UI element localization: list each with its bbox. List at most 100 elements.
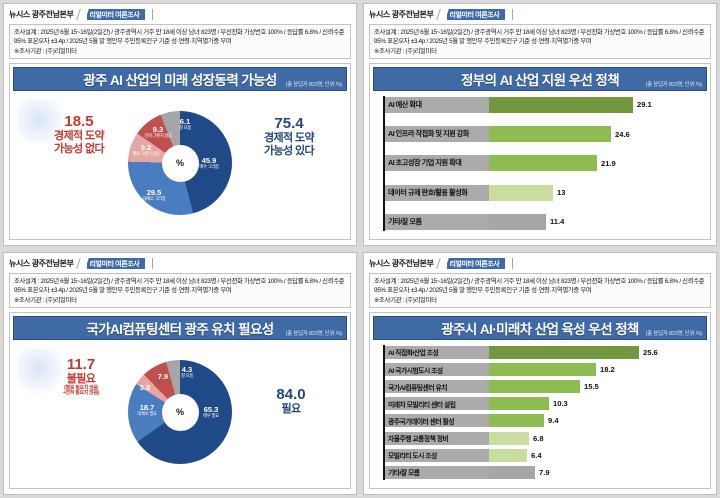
tab-label: 리얼미터 여론조사 [447,9,506,20]
bar-value: 10.3 [553,399,568,409]
bar-label: AI 직접화/산업 조성 [383,345,489,359]
bar-label: 미래차 모빌리티 센터 설립 [383,397,489,411]
survey-note-line-1: 조사설계 : 2025년 6월 15~16일(2일간) / 광주광역시 거주 만… [374,278,705,295]
segment-name: 잘 모름 [181,373,193,379]
bar-label: AI 초고성장 기업 지원 확대 [383,155,489,172]
bar-row: 기타/잘 모름 7.9 [383,465,701,479]
right-annotation-line1: 필요 [281,403,301,416]
bar-value: 11.4 [550,217,565,227]
chart-title: 정부의 AI 산업 지원 우선 정책 [460,72,620,88]
bar-value: 13 [557,188,566,198]
panel-top-right: 뉴시스 광주전남본부 리얼미터 여론조사 조사설계 : 2025년 6월 15~… [360,0,720,249]
value-axis-line [383,344,385,480]
chart-container: 정부의 AI 산업 지원 우선 정책 (총 응답자 823명, 단위 %) AI… [369,62,711,240]
bar-value: 18.2 [600,365,615,374]
donut-segment-label-3: 3.8 [133,384,157,392]
bar-row: 광주국가데이터 센터 활성 9.4 [383,414,701,428]
donut-segment-label-3: 9.2 별로 그렇지 않음 [129,144,163,156]
bar-label: 모빌리티 도시 조성 [383,448,489,462]
bar-label: 국가AI컴퓨팅센터 유치 [383,380,489,394]
chart-unit-note: (총 응답자 823명, 단위 %) [285,81,343,88]
bar-fill [489,363,596,376]
donut-center-label: % [161,393,199,431]
chart-plot-area: AI 직접화/산업 조성 25.6 AI 국가시범도시 조성 18.2 국가AI… [373,339,707,485]
donut-segment-label-5: 4.3 잘 모름 [174,366,200,378]
segment-name: 대체로 필요 [137,411,157,417]
bar-value: 7.9 [539,467,550,477]
panel-card: 뉴시스 광주전남본부 리얼미터 여론조사 조사설계 : 2025년 6월 15~… [3,252,357,495]
bar-label: 기타/잘 모름 [383,213,489,230]
bar-fill [489,431,529,445]
left-annotation-line1: 불필요 [66,373,96,386]
panel-card: 뉴시스 광주전남본부 리얼미터 여론조사 조사설계 : 2025년 6월 15~… [363,3,717,246]
left-annotation-sub2: +전혀 필요치 않음) [62,390,100,397]
left-annotation: 11.7 불필요 (별로 필요치 않음 +전혀 필요치 않음) [31,356,131,397]
survey-note-line-2: ※조사기관 : (주)리얼미터 [14,47,77,55]
right-annotation: 84.0 필요 [245,386,337,416]
chart-title: 광주 AI 산업의 미래 성장동력 가능성 [83,72,277,88]
panel-card: 뉴시스 광주전남본부 리얼미터 여론조사 조사설계 : 2025년 6월 15~… [363,252,717,495]
brand-tab: 리얼미터 여론조사 [76,9,154,20]
segment-value: 7.9 [157,372,169,382]
bar-row: AI 예산 확대 29.1 [383,96,701,113]
segment-value: 9.3 [152,125,164,135]
segment-name: 대체로 그러함 [142,195,166,201]
survey-note: 조사설계 : 2025년 6월 15~16일(2일간) / 광주광역시 거주 만… [9,24,351,59]
bar-fill [489,96,633,113]
bar-label: 자율주행 교통정책 정비 [383,431,489,445]
bar-label: 데이터 규제 완호/활용 활성화 [383,184,489,201]
bar-label: AI 인프라 작접화 및 지원 강화 [383,126,489,143]
brand-name: 뉴시스 광주전남본부 [369,10,434,19]
bar-row: 데이터 규제 완호/활용 활성화 13 [383,184,701,201]
left-annotation-sub1: (별로 필요치 않음 [64,384,98,391]
survey-note: 조사설계 : 2025년 6월 15~16일(2일간) / 광주광역시 거주 만… [9,273,351,308]
bar-value: 21.9 [601,158,616,168]
bar-row: AI 초고성장 기업 지원 확대 21.9 [383,155,701,172]
bar-fill [489,414,544,428]
survey-note-line-1: 조사설계 : 2025년 6월 15~16일(2일간) / 광주광역시 거주 만… [14,278,345,295]
segment-value: 65.3 [203,405,219,415]
value-axis-line [383,95,385,231]
segment-name: 잘 모름 [179,125,191,131]
donut-segment-label-4: 9.3 전혀 그렇지 않음 [140,126,176,138]
bar-fill [489,184,553,201]
brand-name: 뉴시스 광주전남본부 [9,10,74,19]
chart-container: 광주시 AI·미래차 산업 육성 우선 정책 (총 응답자 823명, 단위 %… [369,311,711,489]
segment-value: 4.3 [181,365,193,375]
segment-name: 매우 필요 [203,413,219,419]
bar-row: 자율주행 교통정책 정비 6.8 [383,431,701,445]
chart-container: 광주 AI 산업의 미래 성장동력 가능성 (총 응답자 823명, 단위 %)… [9,62,351,240]
left-annotation-value: 11.7 [66,355,96,373]
bar-fill [489,126,611,143]
bar-fill [489,448,527,462]
segment-name: 별로 그렇지 않음 [132,151,160,157]
bar-value: 6.4 [531,450,542,460]
brand-tab: 리얼미터 여론조사 [436,9,514,20]
brand-name: 뉴시스 광주전남본부 [369,259,434,268]
bar-label: 기타/잘 모름 [383,465,489,479]
brand-header: 뉴시스 광주전남본부 리얼미터 여론조사 [9,8,351,21]
survey-note-line-1: 조사설계 : 2025년 6월 15~16일(2일간) / 광주광역시 거주 만… [374,29,705,46]
segment-value: 18.7 [139,403,155,413]
tab-label: 리얼미터 여론조사 [87,9,146,20]
bar-fill [489,397,549,411]
brand-header: 뉴시스 광주전남본부 리얼미터 여론조사 [369,8,711,21]
bar-value: 29.1 [637,100,652,110]
chart-title-bar: 광주시 AI·미래차 산업 육성 우선 정책 (총 응답자 823명, 단위 %… [373,315,707,340]
survey-note-line-2: ※조사기관 : (주)리얼미터 [14,296,77,304]
segment-name: 전혀 그렇지 않음 [144,133,172,139]
donut-chart: % 45.9 매우 그러함 29.5 대체로 그러함 9.2 [128,111,232,216]
bar-row: 미래차 모빌리티 센터 설립 10.3 [383,397,701,411]
panel-bottom-right: 뉴시스 광주전남본부 리얼미터 여론조사 조사설계 : 2025년 6월 15~… [360,249,720,498]
bar-value: 6.8 [533,433,544,443]
bar-label: AI 국가시범도시 조성 [383,363,489,376]
bar-row: 기타/잘 모름 11.4 [383,213,701,230]
chart-unit-note: (총 응답자 823명, 단위 %) [645,330,703,337]
bar-fill [489,155,597,172]
right-annotation: 75.4 경제적 도약 가능성 있다 [237,115,341,158]
bar-value: 24.6 [615,129,630,139]
tab-end-decoration [145,9,154,20]
bar-fill [489,465,535,479]
panel-bottom-left: 뉴시스 광주전남본부 리얼미터 여론조사 조사설계 : 2025년 6월 15~… [0,249,360,498]
brand-name: 뉴시스 광주전남본부 [9,259,74,268]
